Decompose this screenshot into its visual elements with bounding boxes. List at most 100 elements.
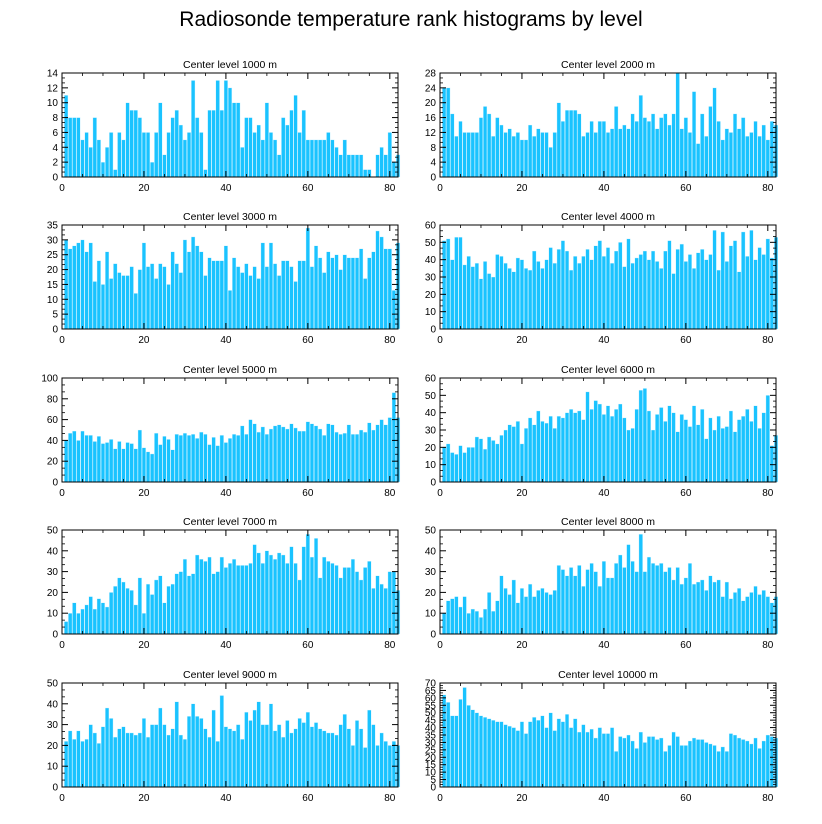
x-tick-label: 40 — [598, 335, 610, 346]
bar — [318, 139, 323, 178]
bar — [458, 121, 463, 178]
bar — [313, 538, 319, 635]
x-tick-label: 40 — [598, 183, 610, 194]
bar — [642, 117, 647, 178]
bar — [581, 724, 586, 788]
bar — [544, 132, 549, 178]
bar — [223, 245, 228, 330]
bar — [244, 711, 249, 788]
bar — [655, 565, 660, 635]
bar — [646, 121, 652, 178]
y-tick-label: 20 — [425, 290, 437, 301]
bar — [708, 106, 713, 178]
bar — [491, 610, 496, 635]
bar — [277, 724, 282, 788]
bar — [80, 741, 85, 788]
plot-frame — [439, 72, 777, 178]
y-tick-label: 60 — [47, 415, 59, 426]
bar — [80, 608, 85, 635]
bar — [293, 95, 298, 178]
bar — [129, 443, 134, 483]
bar — [186, 251, 192, 330]
bar — [375, 575, 380, 635]
bar — [712, 745, 717, 788]
bar — [125, 588, 130, 635]
bar — [88, 242, 93, 330]
bar — [260, 563, 265, 635]
x-tick-label: 40 — [220, 488, 232, 499]
bar — [301, 722, 306, 788]
bar — [170, 117, 175, 178]
bar — [708, 254, 713, 330]
x-tick-label: 60 — [302, 640, 314, 651]
bar — [256, 278, 261, 330]
bar — [745, 135, 750, 178]
bar — [104, 442, 110, 483]
chart-title: Center level 2000 m — [561, 59, 655, 71]
bar — [761, 740, 766, 788]
bar — [109, 718, 114, 788]
bar — [203, 275, 208, 330]
bar — [528, 721, 533, 788]
bar — [724, 751, 729, 788]
bar — [474, 712, 479, 788]
bar — [466, 705, 471, 788]
bar — [346, 728, 351, 788]
y-tick-label: 0 — [430, 630, 436, 641]
bar — [614, 250, 619, 330]
bar — [671, 579, 676, 635]
bar — [601, 256, 606, 330]
bar — [491, 719, 496, 788]
bar — [281, 260, 286, 330]
bar — [272, 558, 278, 635]
bar — [141, 242, 147, 330]
bar — [109, 592, 114, 635]
bar — [264, 266, 269, 330]
bar — [581, 585, 586, 635]
bar — [712, 87, 717, 178]
bar — [573, 109, 578, 178]
bar — [326, 423, 331, 483]
y-tick-label: 10 — [425, 768, 437, 779]
bar — [466, 132, 471, 178]
bar — [387, 248, 392, 330]
bar — [462, 264, 467, 330]
bar — [700, 409, 705, 483]
bar — [387, 745, 392, 788]
bar — [638, 389, 643, 483]
bar — [313, 425, 319, 483]
bar — [322, 435, 327, 483]
bar — [227, 290, 233, 330]
bar — [64, 621, 69, 635]
bar — [663, 250, 668, 330]
bar — [675, 567, 680, 635]
bar — [293, 281, 298, 330]
bar — [281, 426, 286, 483]
bar — [371, 724, 376, 788]
bar — [96, 743, 101, 788]
bar — [757, 135, 762, 178]
bar — [737, 128, 742, 178]
bar — [573, 575, 578, 635]
bar — [248, 275, 253, 330]
bar — [350, 558, 356, 635]
bar — [683, 117, 688, 178]
bar — [597, 585, 602, 635]
bar — [458, 699, 463, 788]
bar — [191, 80, 196, 178]
bar — [737, 588, 742, 635]
bar — [458, 445, 463, 483]
bar — [219, 556, 224, 635]
bar — [379, 732, 384, 788]
y-tick-label: 60 — [425, 693, 437, 704]
y-tick-label: 15 — [425, 760, 437, 771]
bar — [761, 254, 766, 330]
bar — [511, 727, 516, 788]
bar — [72, 602, 77, 635]
bar — [458, 236, 463, 330]
bar — [72, 738, 77, 788]
y-tick-label: 0 — [52, 783, 58, 794]
bar — [367, 422, 372, 483]
y-tick-label: 80 — [47, 394, 59, 405]
bar — [68, 730, 73, 788]
